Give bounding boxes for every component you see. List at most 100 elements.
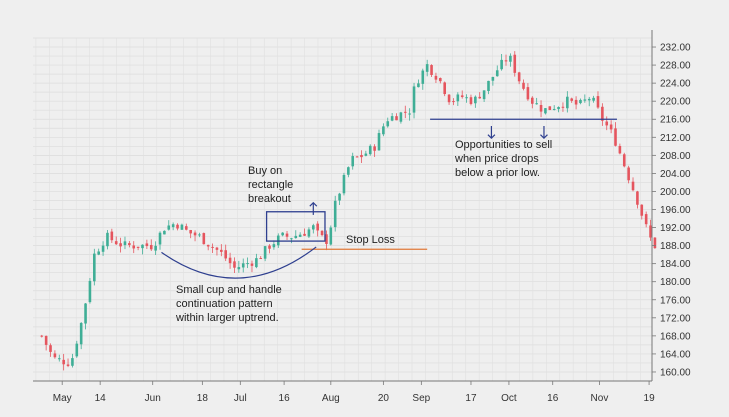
candle-body <box>250 263 254 266</box>
candle-body <box>653 237 657 249</box>
candle-body <box>487 80 490 92</box>
candle-body <box>526 87 530 100</box>
candle-body <box>233 261 236 268</box>
candle-body <box>592 97 595 101</box>
breakout-rectangle <box>265 211 326 242</box>
candle-body <box>294 235 298 239</box>
candle-body <box>128 243 131 246</box>
y-tick-label: 192.00 <box>660 223 691 234</box>
y-tick-label: 204.00 <box>660 169 691 180</box>
candle-body <box>495 70 499 77</box>
candle-body <box>478 96 482 99</box>
candle-body <box>193 232 197 236</box>
y-tick-label: 176.00 <box>660 295 691 306</box>
candle-body <box>443 82 446 95</box>
candle-body <box>307 229 311 237</box>
x-tick-label: 17 <box>465 393 477 404</box>
candle-body <box>574 99 578 105</box>
y-tick-label: 232.00 <box>660 43 691 54</box>
candle-body <box>408 113 411 115</box>
candle-body <box>491 76 495 81</box>
candle-body <box>482 90 486 100</box>
candle-body <box>364 153 368 156</box>
candle-body <box>509 55 512 62</box>
candle-body <box>66 364 70 366</box>
candle-body <box>316 223 319 231</box>
candle-body <box>136 246 140 248</box>
candle-body <box>609 124 613 130</box>
candle-body <box>211 246 214 248</box>
candle-body <box>386 121 390 127</box>
y-tick-label: 160.00 <box>660 367 691 378</box>
x-tick-label: Sep <box>412 393 430 404</box>
y-tick-label: 224.00 <box>660 79 691 90</box>
y-tick-label: 196.00 <box>660 205 691 216</box>
candle-body <box>469 97 473 104</box>
cup-annotation: Small cup and handle continuation pattern… <box>175 284 282 324</box>
candle-body <box>517 72 521 82</box>
candle-body <box>583 99 587 101</box>
candle-body <box>333 200 337 228</box>
buy-annotation-line: rectangle <box>248 179 293 191</box>
candle-body <box>504 60 508 62</box>
candle-body <box>368 145 372 155</box>
candle-body <box>474 96 477 104</box>
candle-body <box>360 154 363 158</box>
candle-body <box>206 244 210 247</box>
candle-body <box>338 193 341 201</box>
candle-body <box>460 95 464 98</box>
y-tick-label: 220.00 <box>660 97 691 108</box>
candle-body <box>587 98 591 101</box>
candle-body <box>601 106 604 121</box>
candle-body <box>561 106 565 108</box>
x-tick-label: 18 <box>197 393 209 404</box>
buy-annotation: Buy on rectangle breakout <box>248 165 293 205</box>
candle-body <box>285 233 289 237</box>
y-tick-label: 216.00 <box>660 115 691 126</box>
candle-body <box>627 167 630 181</box>
candle-body <box>123 241 127 246</box>
y-tick-label: 208.00 <box>660 151 691 162</box>
candle-body <box>163 230 166 235</box>
candle-body <box>434 75 438 80</box>
y-tick-label: 172.00 <box>660 313 691 324</box>
candle-body <box>557 107 560 110</box>
candle-body <box>184 226 188 230</box>
y-tick-label: 168.00 <box>660 331 691 342</box>
candle-body <box>149 244 153 250</box>
candle-body <box>93 253 96 282</box>
x-tick-label: 19 <box>644 393 656 404</box>
candle-body <box>382 126 385 135</box>
candle-body <box>596 96 600 108</box>
candle-body <box>640 204 644 216</box>
candle-body <box>544 108 547 114</box>
candle-body <box>176 224 179 229</box>
candle-body <box>88 280 92 303</box>
candle-body <box>539 105 543 112</box>
candle-body <box>342 175 346 194</box>
candle-body <box>145 243 149 247</box>
buy-annotation-line: Buy on <box>248 165 282 177</box>
candle-body <box>644 214 648 225</box>
candle-body <box>276 235 280 246</box>
x-tick-label: 14 <box>95 393 107 404</box>
candle-body <box>84 303 87 324</box>
x-tick-label: 16 <box>279 393 291 404</box>
candle-body <box>303 233 306 236</box>
candle-body <box>395 116 398 121</box>
candle-body <box>465 97 468 99</box>
candle-body <box>40 335 44 337</box>
candle-body <box>439 78 442 82</box>
sell-annotation-line: below a prior low. <box>455 167 540 179</box>
candle-body <box>198 234 201 236</box>
candle-body <box>272 244 276 248</box>
candle-body <box>255 258 258 268</box>
y-tick-label: 180.00 <box>660 277 691 288</box>
candle-body <box>530 97 534 104</box>
sell-annotation-line: when price drops <box>454 153 539 165</box>
candle-body <box>246 263 249 265</box>
candle-body <box>618 145 622 154</box>
candle-body <box>167 225 171 230</box>
candle-body <box>281 232 284 236</box>
candle-body <box>57 358 61 360</box>
